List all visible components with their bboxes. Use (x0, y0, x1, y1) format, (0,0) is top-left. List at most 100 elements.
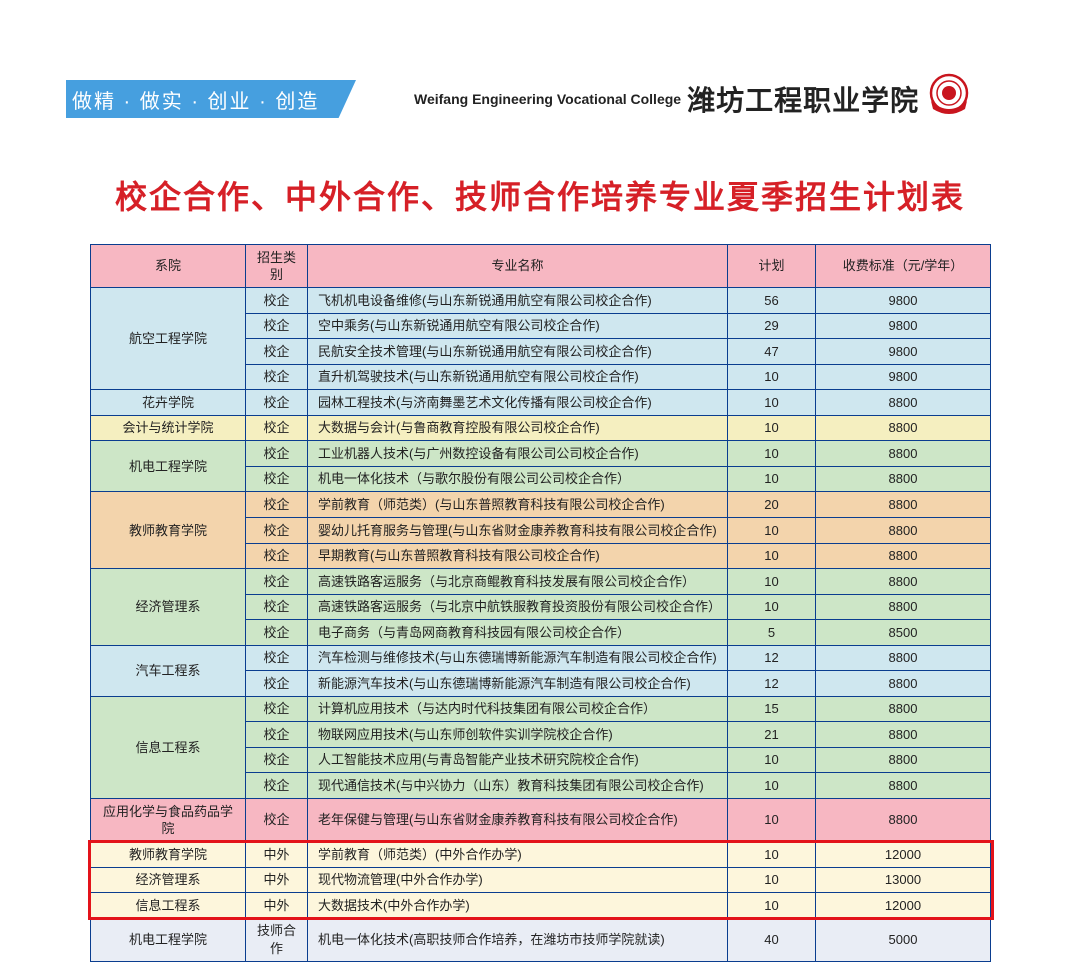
cell-type: 校企 (246, 492, 308, 518)
cell-major: 高速铁路客运服务（与北京中航铁服教育投资股份有限公司校企合作） (308, 594, 728, 620)
cell-type: 校企 (246, 339, 308, 365)
col-header: 计划 (728, 245, 816, 288)
cell-type: 校企 (246, 569, 308, 595)
cell-plan: 47 (728, 339, 816, 365)
cell-dept: 信息工程系 (91, 696, 246, 798)
cell-major: 现代通信技术(与中兴协力（山东）教育科技集团有限公司校企合作) (308, 773, 728, 799)
college-name-cn: 潍坊工程职业学院 (687, 79, 919, 119)
cell-plan: 10 (728, 415, 816, 441)
college-logo-icon (925, 71, 973, 119)
enrollment-table-wrap: 系院招生类别专业名称计划收费标准（元/学年） 航空工程学院校企飞机机电设备维修(… (90, 244, 990, 962)
page-title: 校企合作、中外合作、技师合作培养专业夏季招生计划表 (0, 172, 1080, 218)
cell-type: 校企 (246, 722, 308, 748)
slogan: 做精 · 做实 · 创业 · 创造 (66, 80, 356, 118)
cell-fee: 9800 (816, 364, 991, 390)
cell-fee: 8500 (816, 620, 991, 646)
cell-dept: 机电工程学院 (91, 441, 246, 492)
table-row: 会计与统计学院校企大数据与会计(与鲁商教育控股有限公司校企合作)108800 (91, 415, 991, 441)
cell-major: 机电一体化技术（与歌尔股份有限公司公司校企合作） (308, 466, 728, 492)
cell-major: 直升机驾驶技术(与山东新锐通用航空有限公司校企合作) (308, 364, 728, 390)
cell-dept: 信息工程系 (91, 893, 246, 919)
table-row: 航空工程学院校企飞机机电设备维修(与山东新锐通用航空有限公司校企合作)56980… (91, 288, 991, 314)
table-row: 信息工程系校企计算机应用技术（与达内时代科技集团有限公司校企合作）158800 (91, 696, 991, 722)
cell-type: 校企 (246, 466, 308, 492)
cell-type: 校企 (246, 594, 308, 620)
college-name-en: Weifang Engineering Vocational College (414, 91, 681, 107)
cell-plan: 12 (728, 645, 816, 671)
cell-type: 校企 (246, 645, 308, 671)
cell-plan: 56 (728, 288, 816, 314)
cell-fee: 8800 (816, 415, 991, 441)
cell-plan: 10 (728, 466, 816, 492)
cell-fee: 8800 (816, 594, 991, 620)
cell-plan: 10 (728, 773, 816, 799)
cell-fee: 8800 (816, 671, 991, 697)
cell-type: 校企 (246, 696, 308, 722)
cell-type: 中外 (246, 842, 308, 868)
cell-major: 老年保健与管理(与山东省财金康养教育科技有限公司校企合作) (308, 799, 728, 842)
cell-dept: 经济管理系 (91, 867, 246, 893)
cell-plan: 10 (728, 441, 816, 467)
cell-fee: 12000 (816, 842, 991, 868)
cell-type: 校企 (246, 390, 308, 416)
cell-fee: 9800 (816, 339, 991, 365)
cell-fee: 8800 (816, 773, 991, 799)
table-row: 经济管理系校企高速铁路客运服务（与北京商鲲教育科技发展有限公司校企合作）1088… (91, 569, 991, 595)
cell-fee: 8800 (816, 441, 991, 467)
table-row: 机电工程学院技师合作机电一体化技术(高职技师合作培养，在潍坊市技师学院就读)40… (91, 918, 991, 961)
cell-plan: 15 (728, 696, 816, 722)
table-row: 汽车工程系校企汽车检测与维修技术(与山东德瑞博新能源汽车制造有限公司校企合作)1… (91, 645, 991, 671)
cell-plan: 5 (728, 620, 816, 646)
cell-fee: 8800 (816, 466, 991, 492)
cell-plan: 10 (728, 569, 816, 595)
cell-major: 工业机器人技术(与广州数控设备有限公司公司校企合作) (308, 441, 728, 467)
col-header: 专业名称 (308, 245, 728, 288)
cell-dept: 会计与统计学院 (91, 415, 246, 441)
cell-plan: 20 (728, 492, 816, 518)
cell-major: 学前教育（师范类）(与山东普照教育科技有限公司校企合作) (308, 492, 728, 518)
cell-fee: 9800 (816, 288, 991, 314)
cell-dept: 花卉学院 (91, 390, 246, 416)
cell-type: 校企 (246, 543, 308, 569)
table-row: 应用化学与食品药品学院校企老年保健与管理(与山东省财金康养教育科技有限公司校企合… (91, 799, 991, 842)
col-header: 收费标准（元/学年） (816, 245, 991, 288)
cell-fee: 8800 (816, 747, 991, 773)
cell-type: 校企 (246, 620, 308, 646)
cell-fee: 9800 (816, 313, 991, 339)
cell-major: 高速铁路客运服务（与北京商鲲教育科技发展有限公司校企合作） (308, 569, 728, 595)
table-row: 教师教育学院中外学前教育（师范类）(中外合作办学)1012000 (91, 842, 991, 868)
cell-major: 大数据与会计(与鲁商教育控股有限公司校企合作) (308, 415, 728, 441)
cell-type: 校企 (246, 441, 308, 467)
cell-type: 校企 (246, 364, 308, 390)
cell-fee: 8800 (816, 722, 991, 748)
cell-plan: 40 (728, 918, 816, 961)
cell-fee: 8800 (816, 518, 991, 544)
cell-fee: 8800 (816, 696, 991, 722)
cell-type: 中外 (246, 867, 308, 893)
cell-type: 校企 (246, 313, 308, 339)
cell-major: 民航安全技术管理(与山东新锐通用航空有限公司校企合作) (308, 339, 728, 365)
table-header-row: 系院招生类别专业名称计划收费标准（元/学年） (91, 245, 991, 288)
cell-major: 机电一体化技术(高职技师合作培养，在潍坊市技师学院就读) (308, 918, 728, 961)
table-row: 教师教育学院校企学前教育（师范类）(与山东普照教育科技有限公司校企合作)2088… (91, 492, 991, 518)
cell-major: 现代物流管理(中外合作办学) (308, 867, 728, 893)
cell-major: 物联网应用技术(与山东师创软件实训学院校企合作) (308, 722, 728, 748)
header-bar: 做精 · 做实 · 创业 · 创造 Weifang Engineering Vo… (66, 80, 1014, 118)
cell-fee: 8800 (816, 390, 991, 416)
cell-dept: 经济管理系 (91, 569, 246, 646)
cell-plan: 21 (728, 722, 816, 748)
cell-plan: 10 (728, 747, 816, 773)
cell-fee: 8800 (816, 492, 991, 518)
cell-major: 空中乘务(与山东新锐通用航空有限公司校企合作) (308, 313, 728, 339)
cell-major: 学前教育（师范类）(中外合作办学) (308, 842, 728, 868)
table-row: 机电工程学院校企工业机器人技术(与广州数控设备有限公司公司校企合作)108800 (91, 441, 991, 467)
cell-major: 人工智能技术应用(与青岛智能产业技术研究院校企合作) (308, 747, 728, 773)
cell-fee: 13000 (816, 867, 991, 893)
cell-major: 电子商务（与青岛网商教育科技园有限公司校企合作） (308, 620, 728, 646)
cell-fee: 5000 (816, 918, 991, 961)
cell-type: 校企 (246, 518, 308, 544)
cell-major: 新能源汽车技术(与山东德瑞博新能源汽车制造有限公司校企合作) (308, 671, 728, 697)
table-row: 信息工程系中外大数据技术(中外合作办学)1012000 (91, 893, 991, 919)
cell-dept: 教师教育学院 (91, 492, 246, 569)
cell-type: 校企 (246, 671, 308, 697)
